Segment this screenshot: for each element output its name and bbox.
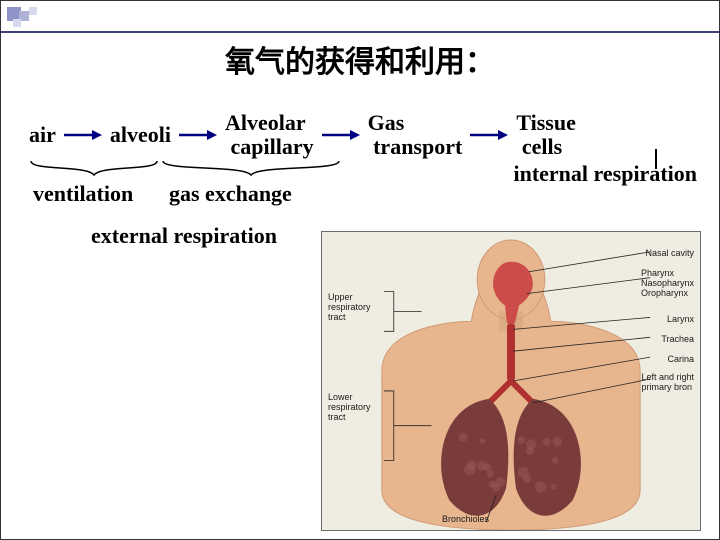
slide: 氧气的获得和利用： air alveoli Alveolar capillary… — [0, 0, 720, 540]
flow-node-air: air — [29, 123, 56, 147]
brace-row: ventilation gas exchange — [29, 159, 359, 197]
label-pharynx: Pharynx Nasopharynx Oropharynx — [641, 268, 694, 298]
flow-node-capillary: Alveolar capillary — [225, 111, 314, 159]
flow-node-alveoli: alveoli — [110, 123, 171, 147]
arrow-icon — [470, 128, 508, 142]
brace-ventilation — [29, 159, 159, 179]
anatomy-figure: Nasal cavity Pharynx Nasopharynx Orophar… — [321, 231, 701, 531]
accent-line — [1, 31, 719, 33]
flow-row: air alveoli Alveolar capillary Gas trans… — [29, 111, 695, 159]
label-upper: Upper respiratory tract — [328, 292, 371, 322]
label-carina: Carina — [667, 354, 694, 364]
flow-node-cells: Tissue cells — [516, 111, 576, 159]
brace-gas-exchange — [161, 159, 341, 179]
label-lower: Lower respiratory tract — [328, 392, 371, 422]
label-larynx: Larynx — [667, 314, 694, 324]
label-bronchioles: Bronchioles — [442, 514, 489, 524]
external-respiration-label: external respiration — [91, 223, 277, 249]
ventilation-label: ventilation — [33, 181, 133, 207]
gas-exchange-label: gas exchange — [169, 181, 292, 207]
internal-respiration-label: internal respiration — [513, 161, 697, 186]
label-bronchi: Left and right primary bron — [641, 372, 694, 392]
label-nasal: Nasal cavity — [645, 248, 694, 258]
arrow-icon — [322, 128, 360, 142]
arrow-icon — [179, 128, 217, 142]
internal-respiration-row: internal respiration — [513, 161, 697, 187]
slide-title: 氧气的获得和利用： — [1, 37, 719, 81]
arrow-icon — [64, 128, 102, 142]
label-trachea: Trachea — [661, 334, 694, 344]
corner-decoration — [7, 7, 77, 29]
flow-node-transport: Gas transport — [368, 111, 463, 159]
